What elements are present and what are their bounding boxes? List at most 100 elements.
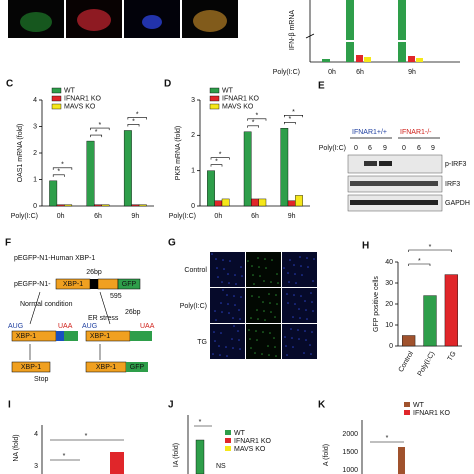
x-label: Poly(I:C) — [11, 213, 38, 220]
bracket — [408, 263, 431, 266]
cell — [309, 344, 311, 346]
bar — [258, 198, 267, 207]
panel-label: E — [318, 81, 325, 92]
cell — [258, 296, 260, 298]
y-tick-label: 10 — [385, 322, 393, 329]
micrograph — [210, 288, 245, 323]
legend-label: MAVS KO — [234, 446, 266, 453]
category: 0h — [328, 69, 336, 76]
cell — [294, 303, 296, 305]
y-tick-label: 2 — [191, 132, 195, 139]
cell — [215, 258, 217, 260]
gene: XBP-1 — [63, 281, 83, 288]
cell — [228, 312, 230, 314]
significance: * — [386, 435, 389, 442]
bracket — [127, 124, 140, 127]
x-tick-label: TG — [447, 350, 458, 362]
cell — [312, 280, 314, 282]
cell — [306, 318, 308, 320]
cell — [299, 317, 301, 319]
cell — [305, 309, 307, 311]
bracket — [52, 174, 65, 177]
gene: XBP-1 — [96, 364, 116, 371]
bracket — [408, 249, 452, 252]
cell — [283, 267, 285, 269]
y-tick-label: 1 — [33, 176, 37, 183]
y-tick-label: 0 — [33, 203, 37, 210]
treatment-label: Poly(I:C) — [319, 145, 346, 152]
bar — [423, 295, 437, 347]
legend-label: WT — [222, 87, 234, 94]
cell — [261, 353, 263, 355]
gene: XBP-1 — [21, 364, 41, 371]
cell — [233, 295, 235, 297]
x-label: Poly(I:C) — [169, 213, 196, 220]
bracket — [127, 117, 147, 120]
category: 9h — [408, 69, 416, 76]
significance: * — [57, 169, 60, 176]
cell — [289, 259, 291, 261]
panel-j: J IA (fold) * NS WT IFNAR1 KO MAVS KO — [168, 400, 272, 474]
cell — [274, 316, 276, 318]
cell — [212, 353, 214, 355]
y-tick-label: 3 — [33, 123, 37, 130]
legend-label: IFNAR1 KO — [413, 410, 451, 417]
bar — [56, 204, 65, 207]
cell — [306, 257, 308, 259]
codon: AUG — [8, 323, 23, 330]
cell — [276, 303, 278, 305]
row-label: Poly(I:C) — [180, 303, 207, 310]
cell — [269, 302, 271, 304]
bar — [243, 131, 252, 207]
cell — [268, 354, 270, 356]
cell — [239, 348, 241, 350]
cell — [263, 310, 265, 312]
vector: pEGFP-N1- — [14, 281, 51, 288]
cell — [295, 282, 297, 284]
group-label: IFNAR1+/+ — [352, 129, 387, 136]
cell — [276, 273, 278, 275]
significance: * — [95, 129, 98, 136]
significance: * — [98, 122, 101, 129]
x-label: Poly(I:C) — [273, 69, 300, 76]
legend-label: IFNAR1 KO — [234, 438, 272, 445]
cell — [264, 319, 266, 321]
y-tick-label: 40 — [385, 259, 393, 266]
cell — [305, 339, 307, 341]
blot-row: p-IRF3 — [445, 161, 467, 168]
micrograph — [282, 324, 317, 359]
cell — [298, 308, 300, 310]
y-label: IFN-β mRNA — [289, 10, 296, 51]
significance: * — [61, 162, 64, 169]
panel-label: I — [8, 400, 11, 411]
panel-g: G HoechstGFP-XBP1MergeControlPoly(I:C)TG — [168, 238, 317, 359]
cell — [292, 346, 294, 348]
cell — [218, 345, 220, 347]
cell — [299, 256, 301, 258]
bar — [402, 335, 416, 347]
cell — [233, 325, 235, 327]
cell — [255, 330, 257, 332]
cell — [220, 302, 222, 304]
cell — [291, 337, 293, 339]
bar — [123, 130, 132, 207]
cell — [262, 301, 264, 303]
cell — [307, 266, 309, 268]
cell — [285, 345, 287, 347]
legend-label: IFNAR1 KO — [64, 95, 102, 102]
cell — [250, 347, 252, 349]
bracket — [52, 167, 73, 170]
significance: * — [85, 433, 88, 440]
cell — [252, 274, 254, 276]
micrograph — [246, 252, 281, 287]
cell — [226, 355, 228, 357]
significance: * — [292, 109, 295, 116]
chart: H GFP positive cells 0 10 20 30 40 Control Poly(… — [362, 241, 462, 378]
cell — [287, 302, 289, 304]
bracket — [210, 157, 230, 160]
x-tick-label: Poly(I:C) — [417, 350, 437, 377]
blot-row: GAPDH — [445, 200, 470, 207]
cell — [253, 283, 255, 285]
bar — [138, 204, 147, 207]
ns: NS — [216, 463, 226, 470]
